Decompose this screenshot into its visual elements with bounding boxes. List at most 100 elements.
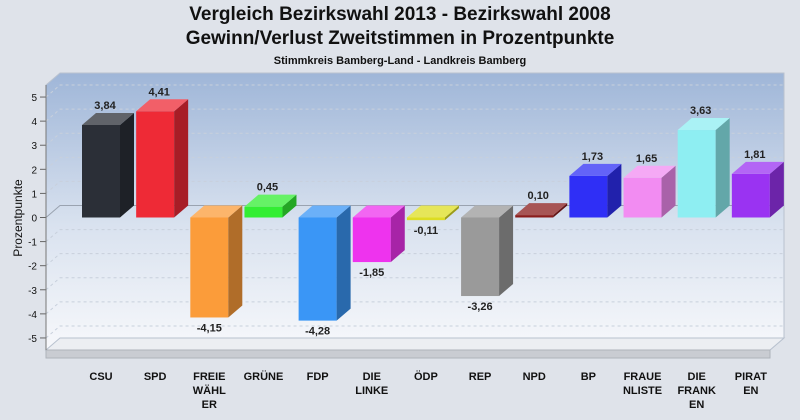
grid-line xyxy=(45,253,784,267)
bar-top xyxy=(244,194,297,207)
bar-front xyxy=(569,175,608,218)
y-tick-label: 4 xyxy=(31,117,37,128)
bar-front xyxy=(136,111,175,218)
bar-side xyxy=(390,205,405,263)
bar xyxy=(406,205,459,221)
data-label: 3,63 xyxy=(690,105,711,117)
data-label: 1,81 xyxy=(744,149,765,161)
bar xyxy=(352,205,405,263)
y-tick-label: -1 xyxy=(28,238,37,249)
bar xyxy=(731,161,784,218)
bar-front xyxy=(461,217,500,297)
bar xyxy=(244,194,297,218)
y-tick-label: -2 xyxy=(28,262,37,273)
x-tick-label: WÄHL xyxy=(193,384,226,397)
y-tick-label: 1 xyxy=(31,189,37,200)
y-tick-label: 3 xyxy=(31,141,37,152)
data-label: -4,15 xyxy=(197,322,222,334)
bar xyxy=(461,205,514,297)
bar-top xyxy=(298,205,351,218)
x-tick-label: EN xyxy=(743,385,758,397)
bar-side xyxy=(661,165,676,218)
x-tick-label: EN xyxy=(689,399,704,411)
data-label: 0,10 xyxy=(528,190,549,202)
grid-line xyxy=(45,84,784,98)
grid-line xyxy=(45,180,784,194)
bar-side xyxy=(607,163,622,218)
bar-top xyxy=(569,163,622,176)
y-tick-label: 5 xyxy=(31,93,37,104)
bar-top xyxy=(515,203,568,216)
grid-line xyxy=(45,132,784,146)
bar xyxy=(623,165,676,218)
y-tick-label: -5 xyxy=(28,334,37,345)
grid-line xyxy=(45,108,784,122)
x-tick-label: NLISTE xyxy=(623,385,662,397)
chart-title-line1: Vergleich Bezirkswahl 2013 - Bezirkswahl… xyxy=(189,4,611,25)
x-tick-label: ÖDP xyxy=(414,370,438,383)
bar-side xyxy=(174,99,189,218)
bar-side xyxy=(769,161,784,218)
bar-top xyxy=(82,112,134,125)
grid-line xyxy=(45,156,784,170)
data-label: -1,85 xyxy=(359,267,384,279)
x-tick-label: CSU xyxy=(89,371,112,383)
chart-subtitle: Stimmkreis Bamberg-Land - Landkreis Bamb… xyxy=(273,55,527,67)
y-tick-label: -4 xyxy=(28,310,37,321)
bar-front xyxy=(352,217,391,263)
data-label: 1,65 xyxy=(636,153,657,165)
bar-top xyxy=(352,205,405,218)
x-tick-label: GRÜNE xyxy=(244,370,284,383)
bar-side xyxy=(336,205,351,321)
x-tick-label: REP xyxy=(469,371,492,383)
plot-base xyxy=(45,349,771,359)
x-tick-label: LINKE xyxy=(355,385,388,397)
bar-top xyxy=(677,118,730,131)
x-tick-label: FRAUE xyxy=(624,371,662,383)
bar-front xyxy=(731,173,770,218)
bar-side xyxy=(499,205,514,297)
bar-top xyxy=(623,165,676,178)
x-tick-label: FREIE xyxy=(193,371,225,383)
grid-line xyxy=(45,301,784,315)
y-axis-label: Prozentpunkte xyxy=(11,179,25,257)
bar-front xyxy=(406,217,445,221)
bar xyxy=(136,99,189,218)
data-label: -3,26 xyxy=(468,301,493,313)
bar-front xyxy=(623,177,662,218)
x-tick-label: FDP xyxy=(307,371,329,383)
bar xyxy=(82,112,134,218)
bar-side xyxy=(444,205,459,221)
data-label: -4,28 xyxy=(305,326,330,338)
grid-line xyxy=(45,325,784,339)
data-label: -0,11 xyxy=(414,225,438,237)
x-tick-label: DIE xyxy=(688,371,706,383)
bar-top xyxy=(406,205,459,218)
bar-side xyxy=(553,203,568,218)
bar-front xyxy=(82,124,120,218)
x-tick-label: ER xyxy=(202,399,217,411)
y-tick-label: 0 xyxy=(31,214,37,225)
bar-front xyxy=(515,215,554,218)
bar-front xyxy=(190,217,229,318)
bar-front xyxy=(298,217,337,321)
data-label: 3,84 xyxy=(94,100,116,112)
data-label: 4,41 xyxy=(148,86,169,98)
x-tick-label: SPD xyxy=(144,371,167,383)
x-tick-label: NPD xyxy=(523,371,546,383)
bar-side xyxy=(228,205,243,318)
bar xyxy=(569,163,622,218)
bar-top xyxy=(136,99,189,112)
bar xyxy=(298,205,351,321)
x-tick-label: DIE xyxy=(363,371,381,383)
bar-side xyxy=(282,194,297,218)
grid-line xyxy=(45,277,784,291)
bar-front xyxy=(244,206,283,218)
bar-front xyxy=(677,130,716,218)
data-label: 1,73 xyxy=(582,151,603,163)
grid-line xyxy=(45,229,784,242)
bar-top xyxy=(461,205,514,218)
bar xyxy=(190,205,243,318)
bar-top xyxy=(731,161,784,174)
